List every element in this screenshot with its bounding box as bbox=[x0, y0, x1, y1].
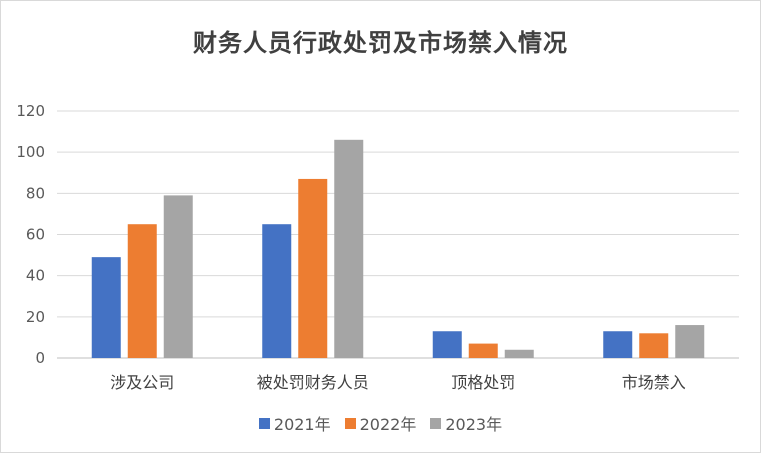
legend-item: 2023年 bbox=[430, 411, 502, 435]
bar-2023年-顶格处罚 bbox=[504, 349, 534, 358]
bar-2021年-顶格处罚 bbox=[432, 331, 462, 358]
chart-title: 财务人员行政处罚及市场禁入情况 bbox=[193, 29, 568, 57]
y-tick-label: 0 bbox=[35, 349, 45, 367]
bar-2021年-涉及公司 bbox=[91, 257, 121, 358]
bar-2022年-被处罚财务人员 bbox=[298, 178, 328, 358]
bar-2022年-顶格处罚 bbox=[468, 343, 498, 358]
bar-2023年-市场禁入 bbox=[675, 325, 705, 358]
bar-2023年-涉及公司 bbox=[163, 195, 193, 358]
legend-item: 2021年 bbox=[258, 411, 331, 435]
bar-2022年-涉及公司 bbox=[127, 224, 157, 358]
y-tick-label: 60 bbox=[26, 226, 45, 244]
legend: 2021年 2022年 2023年 bbox=[1, 411, 760, 435]
y-tick-label: 40 bbox=[26, 267, 45, 285]
x-category-label: 顶格处罚 bbox=[451, 373, 515, 392]
legend-label: 2021年 bbox=[273, 415, 331, 434]
legend-item: 2022年 bbox=[344, 411, 417, 435]
legend-swatch bbox=[344, 417, 356, 429]
bar-2022年-市场禁入 bbox=[639, 333, 669, 358]
y-tick-label: 20 bbox=[26, 308, 45, 326]
legend-label: 2023年 bbox=[445, 415, 503, 434]
bar-2021年-市场禁入 bbox=[603, 331, 633, 358]
x-category-label: 被处罚财务人员 bbox=[257, 373, 369, 392]
bar-2021年-被处罚财务人员 bbox=[262, 224, 292, 358]
legend-label: 2022年 bbox=[359, 415, 417, 434]
x-category-label: 涉及公司 bbox=[110, 373, 174, 392]
y-tick-label: 80 bbox=[26, 184, 45, 202]
bar-chart: 0 20 40 60 80 100 120 涉及公司 被处罚财务人员 顶格处罚 市场禁入 bbox=[16, 102, 739, 392]
y-tick-label: 120 bbox=[16, 102, 45, 120]
legend-swatch bbox=[258, 417, 270, 429]
legend-swatch bbox=[430, 417, 442, 429]
x-category-label: 市场禁入 bbox=[622, 373, 686, 392]
y-tick-label: 100 bbox=[16, 143, 45, 161]
bar-2023年-被处罚财务人员 bbox=[334, 139, 364, 358]
